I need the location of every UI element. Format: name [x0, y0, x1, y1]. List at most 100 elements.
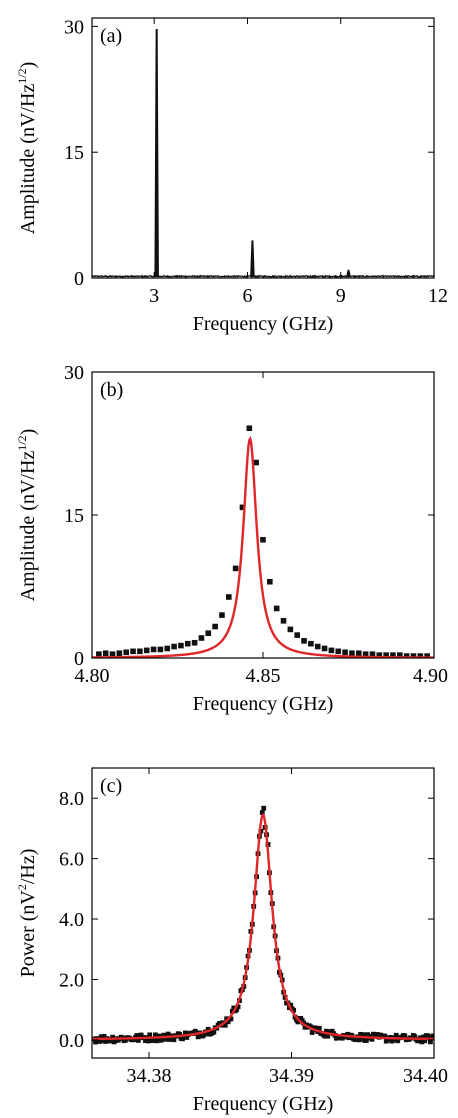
spectrum-baseline [92, 274, 434, 278]
x-tick-label: 4.90 [413, 665, 448, 687]
data-point [93, 1039, 98, 1045]
data-point [308, 1024, 314, 1030]
data-point [211, 1029, 217, 1035]
data-point [402, 1033, 408, 1039]
y-tick-label: 30 [64, 16, 84, 38]
spectrum-peak-3 [346, 269, 351, 278]
x-tick-label: 3 [149, 285, 159, 307]
plot-frame [91, 767, 435, 1059]
data-point [420, 1034, 426, 1040]
data-point [171, 643, 177, 650]
data-point [102, 650, 109, 657]
data-point [224, 1016, 230, 1022]
data-point [349, 650, 355, 657]
data-point [228, 1016, 234, 1022]
data-point [308, 640, 314, 647]
data-point [151, 1038, 157, 1044]
x-axis-title: Frequency (GHz) [193, 313, 334, 335]
data-point [219, 612, 225, 618]
data-point [358, 1031, 364, 1037]
panel-label: (b) [100, 379, 123, 401]
data-point [316, 1025, 322, 1031]
x-axis-title: Frequency (GHz) [193, 693, 334, 715]
x-tick-label: 4.85 [246, 665, 281, 687]
chart-panel-3: 34.38 34.39 34.40 0.0 2.0 4.0 6.0 8.0 (c) Frequen… [15, 767, 448, 1115]
data-point [157, 1033, 163, 1039]
data-point [273, 605, 280, 612]
plot-frame [91, 17, 435, 279]
plot-frame [91, 371, 435, 659]
data-point [390, 652, 396, 658]
data-point [171, 1037, 177, 1043]
y-tick-label: 0 [74, 648, 84, 670]
data-point [260, 536, 266, 543]
y-tick-label: 15 [64, 505, 84, 527]
y-axis-title: Power (nV2/Hz) [15, 849, 39, 978]
data-point [309, 1030, 315, 1035]
y-tick-label: 15 [64, 142, 84, 164]
data-point [267, 578, 273, 585]
data-point [301, 638, 307, 644]
y-tick-label: 6.0 [59, 849, 84, 871]
x-tick-label: 34.38 [127, 1065, 172, 1087]
panel-label: (c) [100, 775, 122, 797]
data-point [314, 643, 321, 650]
data-point [205, 630, 212, 637]
data-point [325, 1033, 331, 1039]
data-point [147, 1032, 153, 1038]
data-point [143, 1038, 148, 1044]
data-point [155, 1036, 161, 1042]
data-point [291, 1007, 297, 1013]
data-point [261, 805, 267, 811]
x-tick-label: 9 [336, 285, 346, 307]
data-point [167, 1037, 173, 1042]
data-point [287, 626, 294, 633]
spectrum-peak-1 [154, 29, 159, 278]
data-point [393, 1032, 399, 1038]
data-point [162, 1036, 168, 1042]
chart-panel-2: 4.80 4.85 4.90 0 15 30 (b) Frequency (GHz) Ampli… [15, 362, 448, 715]
data-point [345, 1031, 351, 1037]
lorentzian-fit-line [92, 435, 434, 658]
data-point [184, 640, 191, 647]
lorentzian-fit-line [92, 812, 434, 1041]
data-point [424, 653, 430, 658]
data-point [328, 647, 335, 654]
data-point [205, 1026, 211, 1032]
data-point [158, 1037, 164, 1043]
data-point [280, 618, 287, 624]
data-point [376, 652, 383, 658]
data-point [232, 565, 239, 572]
plot-area [92, 29, 434, 278]
data-point [96, 651, 102, 657]
y-axis-title: Amplitude (nV/Hz1/2) [15, 429, 39, 602]
data-point [412, 1034, 418, 1039]
data-point [430, 1033, 434, 1039]
data-point [235, 1004, 241, 1010]
data-point [178, 642, 184, 649]
data-point [182, 1030, 188, 1036]
data-point [123, 649, 129, 656]
data-point [321, 645, 328, 652]
y-tick-label: 0.0 [59, 1030, 84, 1052]
data-point [101, 1034, 107, 1039]
data-point [355, 650, 362, 657]
x-tick-label: 12 [428, 285, 448, 307]
spectrum-peak-2 [250, 240, 255, 278]
x-axis-title: Frequency (GHz) [193, 1093, 334, 1115]
data-point [204, 1031, 210, 1036]
data-point [294, 632, 300, 638]
panel-label: (a) [100, 25, 122, 47]
data-point [419, 1039, 425, 1045]
data-point [150, 646, 157, 653]
data-point [324, 1028, 329, 1034]
data-point [222, 1022, 228, 1028]
y-tick-label: 8.0 [59, 788, 84, 810]
data-point [98, 1034, 104, 1040]
data-point [395, 1038, 401, 1044]
x-tick-label: 34.40 [403, 1065, 448, 1087]
data-point [363, 1038, 369, 1043]
data-point [110, 1034, 116, 1040]
data-point [295, 1019, 301, 1025]
